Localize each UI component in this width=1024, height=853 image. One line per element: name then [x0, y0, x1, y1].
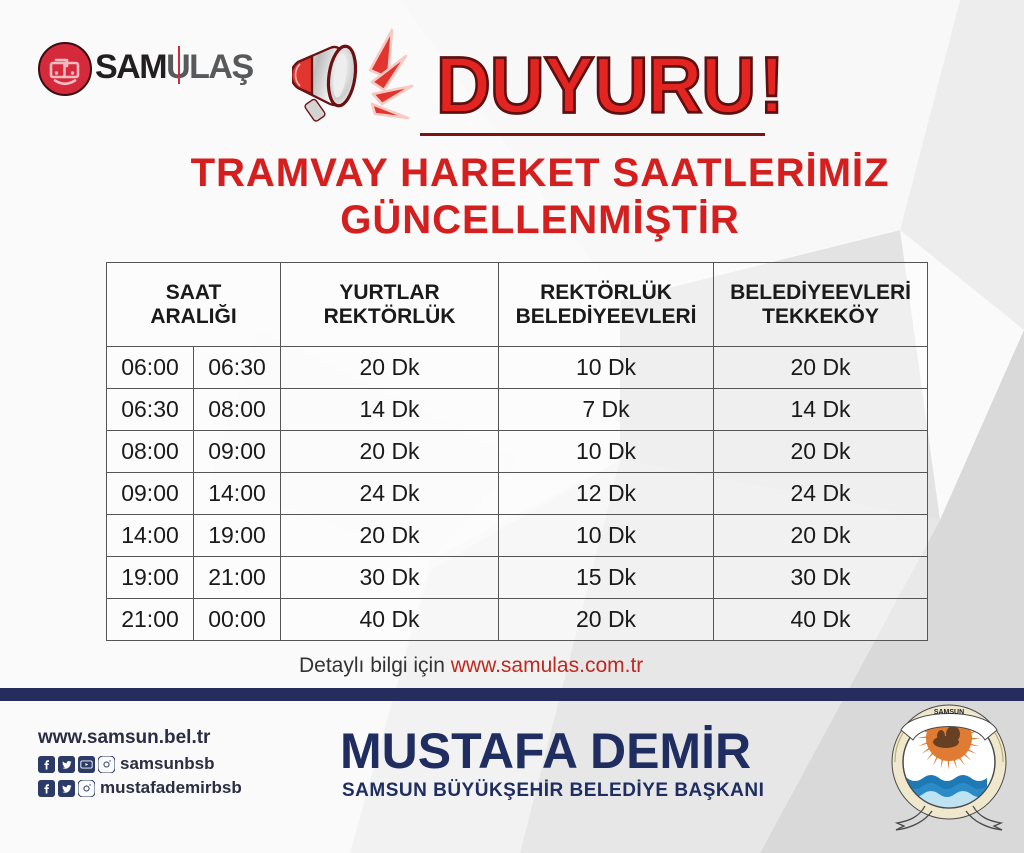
svg-text:SAMSUN: SAMSUN [934, 709, 964, 716]
